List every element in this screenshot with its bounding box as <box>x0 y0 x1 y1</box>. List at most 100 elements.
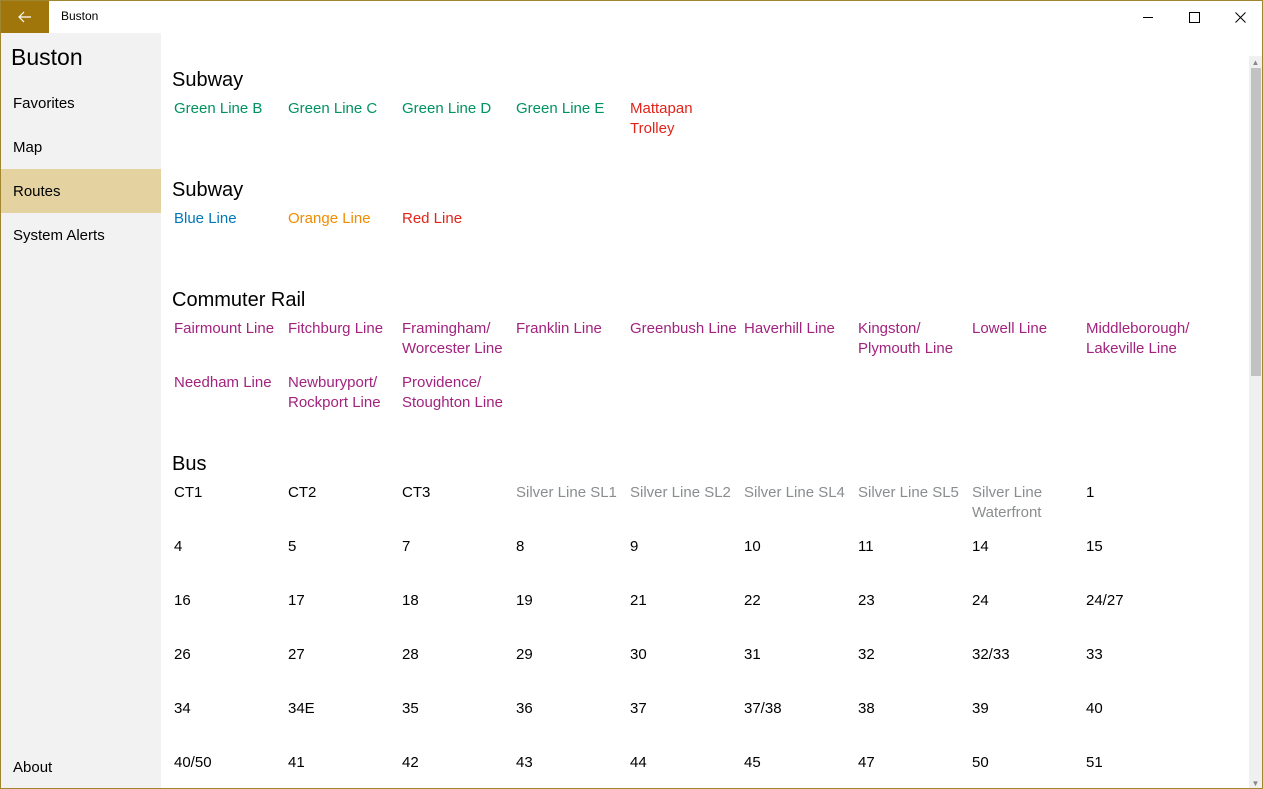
route-link[interactable]: 18 <box>402 592 419 609</box>
minimize-icon <box>1142 16 1153 18</box>
route-link[interactable]: CT3 <box>402 484 431 501</box>
route-link[interactable]: 10 <box>744 538 761 555</box>
route-link[interactable]: 24/27 <box>1086 592 1124 609</box>
route-link[interactable]: Mattapan Trolley <box>630 100 693 137</box>
route-link[interactable]: 37 <box>630 700 647 717</box>
maximize-icon <box>1188 11 1200 23</box>
route-link[interactable]: CT2 <box>288 484 317 501</box>
route-link[interactable]: 34 <box>174 700 191 717</box>
route-link[interactable]: Silver Line SL2 <box>630 484 731 501</box>
sidebar-item-system-alerts[interactable]: System Alerts <box>13 226 105 244</box>
route-link[interactable]: Providence/ Stoughton Line <box>402 374 503 411</box>
scroll-down-arrow-icon[interactable]: ▼ <box>1251 779 1260 788</box>
route-link[interactable]: Middleborough/ Lakeville Line <box>1086 320 1190 357</box>
sidebar-item-favorites[interactable]: Favorites <box>13 94 75 112</box>
back-button[interactable] <box>1 1 49 33</box>
route-link[interactable]: Silver Line SL4 <box>744 484 845 501</box>
route-link[interactable]: 16 <box>174 592 191 609</box>
route-link[interactable]: 42 <box>402 754 419 771</box>
maximize-button[interactable] <box>1171 1 1217 33</box>
sidebar-item-about[interactable]: About <box>13 758 53 776</box>
route-link[interactable]: Newburyport/ Rockport Line <box>288 374 381 411</box>
route-link[interactable]: 31 <box>744 646 761 663</box>
route-link[interactable]: 36 <box>516 700 533 717</box>
route-link[interactable]: Greenbush Line <box>630 320 737 337</box>
route-link[interactable]: CT1 <box>174 484 203 501</box>
route-link[interactable]: Haverhill Line <box>744 320 835 337</box>
minimize-button[interactable] <box>1125 1 1171 33</box>
vertical-scrollbar[interactable]: ▲ ▼ <box>1249 56 1262 788</box>
route-link[interactable]: 41 <box>288 754 305 771</box>
route-link[interactable]: 39 <box>972 700 989 717</box>
close-button[interactable] <box>1217 1 1262 33</box>
route-link[interactable]: Fairmount Line <box>174 320 275 337</box>
route-link[interactable]: 19 <box>516 592 533 609</box>
route-link[interactable]: Framingham/ Worcester Line <box>402 320 503 357</box>
title-bar: Buston <box>1 1 1262 33</box>
route-link[interactable]: Green Line B <box>174 100 263 117</box>
route-link[interactable]: 9 <box>630 538 639 555</box>
route-link[interactable]: 32/33 <box>972 646 1010 663</box>
route-link[interactable]: Blue Line <box>174 210 237 227</box>
route-link[interactable]: 28 <box>402 646 419 663</box>
route-link[interactable]: Fitchburg Line <box>288 320 384 337</box>
route-link[interactable]: 23 <box>858 592 875 609</box>
route-link[interactable]: 7 <box>402 538 411 555</box>
route-link[interactable]: 22 <box>744 592 761 609</box>
window-title: Buston <box>61 9 99 23</box>
route-grid: Fairmount Line Fitchburg Line Framingham/ … <box>172 317 1198 425</box>
route-grid: CT1 CT2 CT3 Silver Line SL1 Silver Line SL2 S… <box>172 481 1198 788</box>
route-link[interactable]: Green Line E <box>516 100 605 117</box>
route-link[interactable]: 21 <box>630 592 647 609</box>
route-link[interactable]: Green Line C <box>288 100 378 117</box>
route-link[interactable]: 8 <box>516 538 525 555</box>
route-link[interactable]: 50 <box>972 754 989 771</box>
route-link[interactable]: 40 <box>1086 700 1103 717</box>
route-link[interactable]: 47 <box>858 754 875 771</box>
route-link[interactable]: Orange Line <box>288 210 371 227</box>
route-link[interactable]: 43 <box>516 754 533 771</box>
route-link[interactable]: 37/38 <box>744 700 782 717</box>
route-link[interactable]: Silver Line SL1 <box>516 484 617 501</box>
scroll-up-arrow-icon[interactable]: ▲ <box>1251 58 1260 67</box>
route-link[interactable]: 29 <box>516 646 533 663</box>
route-link[interactable]: 35 <box>402 700 419 717</box>
scroll-thumb[interactable] <box>1251 68 1261 376</box>
route-link[interactable]: 45 <box>744 754 761 771</box>
route-grid: Green Line B Green Line C Green Line D Gree… <box>172 97 1198 151</box>
route-link[interactable]: 26 <box>174 646 191 663</box>
back-arrow-icon <box>18 11 31 23</box>
route-link[interactable]: Franklin Line <box>516 320 602 337</box>
sidebar-item-map[interactable]: Map <box>13 138 43 156</box>
close-icon <box>1234 11 1246 23</box>
route-link[interactable]: Needham Line <box>174 374 272 391</box>
route-link[interactable]: 33 <box>1086 646 1103 663</box>
sidebar-heading: Buston <box>11 44 83 70</box>
route-link[interactable]: Red Line <box>402 210 463 227</box>
section-subway-light-rail: Subway Green Line B Green Line C Green Lin… <box>172 66 1198 151</box>
route-link[interactable]: 14 <box>972 538 989 555</box>
route-link[interactable]: Lowell Line <box>972 320 1048 337</box>
route-link[interactable]: Kingston/ Plymouth Line <box>858 320 954 357</box>
route-link[interactable]: 34E <box>288 700 315 717</box>
sidebar-item-routes[interactable]: Routes <box>1 169 161 213</box>
route-link[interactable]: 15 <box>1086 538 1103 555</box>
route-link[interactable]: 4 <box>174 538 183 555</box>
route-link[interactable]: 1 <box>1086 484 1095 501</box>
route-link[interactable]: Silver Line SL5 <box>858 484 959 501</box>
route-link[interactable]: 17 <box>288 592 305 609</box>
route-link[interactable]: 24 <box>972 592 989 609</box>
route-link[interactable]: 32 <box>858 646 875 663</box>
route-link[interactable]: 38 <box>858 700 875 717</box>
route-link[interactable]: 40/50 <box>174 754 212 771</box>
route-link[interactable]: Green Line D <box>402 100 492 117</box>
route-link[interactable]: 30 <box>630 646 647 663</box>
route-link[interactable]: 44 <box>630 754 647 771</box>
route-link[interactable]: 51 <box>1086 754 1103 771</box>
route-link[interactable]: 11 <box>858 538 874 555</box>
route-link[interactable]: 5 <box>288 538 297 555</box>
routes-content: Subway Green Line B Green Line C Green Lin… <box>161 33 1249 788</box>
route-link[interactable]: Silver Line Waterfront <box>972 484 1043 521</box>
route-link[interactable]: 27 <box>288 646 305 663</box>
section-subway-rapid-transit: Subway Blue Line Orange Line Red Line <box>172 176 1198 261</box>
